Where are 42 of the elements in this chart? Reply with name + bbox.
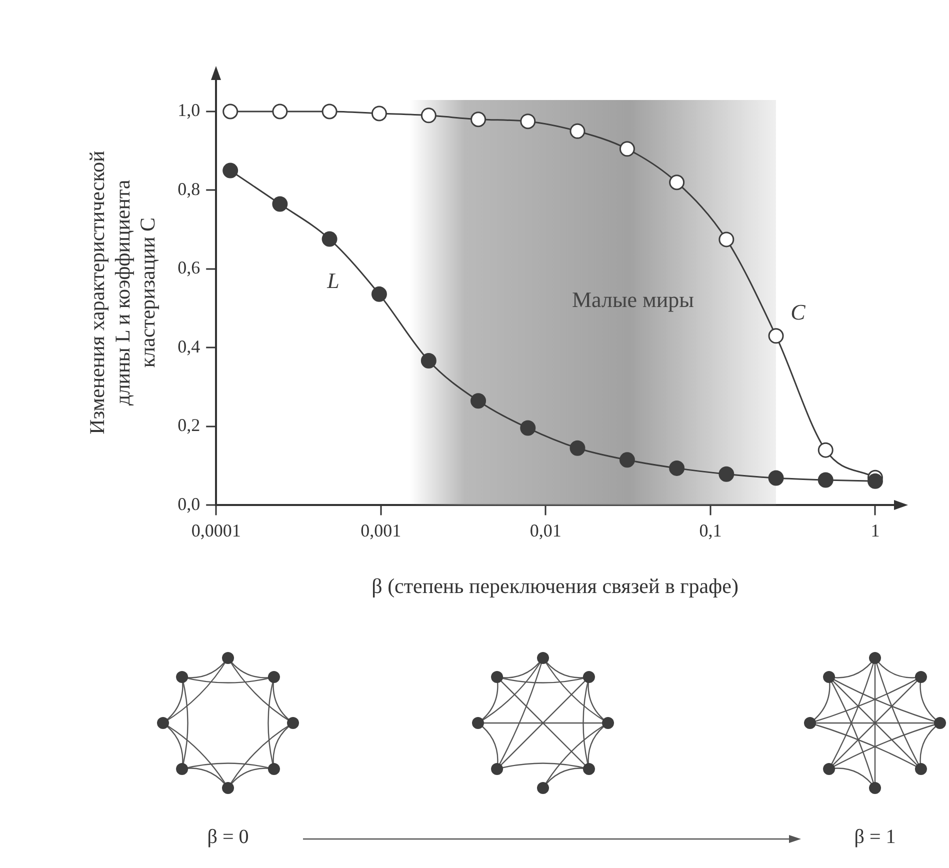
point: [619, 452, 635, 468]
point: [768, 470, 784, 486]
point: [570, 440, 586, 456]
text: β = 0: [207, 826, 249, 849]
y-tick-label: 0,6: [178, 258, 200, 278]
band-label: Малые миры: [572, 286, 694, 312]
point: [222, 162, 238, 178]
point: [272, 104, 288, 120]
point: [272, 196, 288, 212]
point: [669, 460, 685, 476]
point: [420, 108, 436, 124]
y-axis-title: Изменения характеристической длины L и коэффициента кластеризации C: [85, 150, 160, 434]
point: [371, 286, 387, 302]
series-label: C: [790, 300, 806, 325]
point: [322, 104, 338, 120]
x-tick-label: 0,1: [699, 520, 722, 541]
x-tick-label: 0,001: [360, 520, 402, 541]
text: β = 1: [854, 826, 896, 849]
x-tick-label: 0,01: [530, 520, 562, 541]
y-tick-label: 0,0: [178, 494, 200, 514]
y-tick-label: 0,2: [178, 415, 200, 436]
point: [520, 114, 536, 130]
point: [322, 231, 338, 247]
point: [470, 112, 486, 128]
point: [619, 141, 635, 157]
point: [669, 174, 685, 190]
point: [718, 232, 734, 248]
point: [867, 473, 883, 489]
point: [470, 393, 486, 409]
y-tick-label: 0,8: [178, 178, 200, 199]
point: [818, 472, 834, 488]
point: [718, 466, 734, 482]
series-label: L: [326, 268, 340, 293]
y-tick-label: 0,4: [178, 336, 200, 356]
point: [420, 352, 436, 368]
y-tick-label: 1,0: [178, 100, 200, 120]
x-tick-label: 1: [870, 520, 880, 541]
x-tick-label: 0,0001: [191, 520, 241, 541]
point: [768, 328, 784, 344]
x-axis-title: β (степень переключения связей в графе): [372, 574, 738, 598]
point: [570, 123, 586, 139]
point: [520, 420, 536, 436]
